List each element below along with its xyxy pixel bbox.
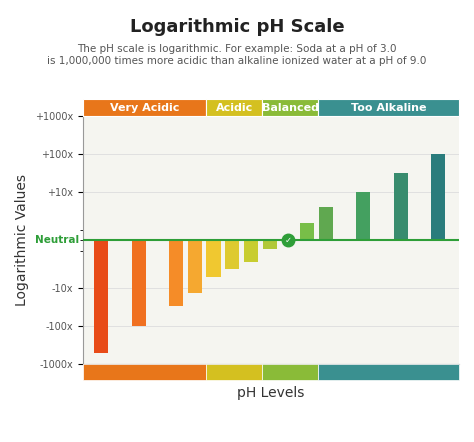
Bar — [300, 223, 314, 240]
Bar — [169, 240, 183, 306]
Bar — [206, 240, 220, 277]
Text: Balanced: Balanced — [262, 103, 319, 113]
Bar — [319, 207, 333, 240]
Bar — [263, 240, 277, 248]
Bar — [188, 240, 202, 293]
Bar — [431, 154, 445, 240]
Bar — [206, 364, 262, 380]
Text: Too Alkaline: Too Alkaline — [351, 103, 427, 113]
Text: Neutral: Neutral — [35, 235, 79, 245]
X-axis label: pH Levels: pH Levels — [237, 386, 304, 400]
Bar — [225, 240, 239, 269]
Text: Acidic: Acidic — [216, 103, 253, 113]
Bar — [82, 364, 206, 380]
Text: Logarithmic pH Scale: Logarithmic pH Scale — [130, 18, 344, 36]
Bar — [82, 99, 206, 116]
Bar — [132, 240, 146, 326]
Bar — [356, 192, 370, 240]
Bar — [262, 364, 318, 380]
Y-axis label: Logarithmic Values: Logarithmic Values — [15, 174, 29, 306]
Text: Very Acidic: Very Acidic — [109, 103, 179, 113]
Bar — [393, 173, 408, 240]
Bar — [318, 99, 459, 116]
Text: ✓: ✓ — [285, 236, 292, 244]
Bar — [318, 364, 459, 380]
Bar — [244, 240, 258, 262]
Bar — [262, 99, 318, 116]
Text: The pH scale is logarithmic. For example: Soda at a pH of 3.0
is 1,000,000 times: The pH scale is logarithmic. For example… — [47, 44, 427, 66]
Bar — [94, 240, 109, 353]
Bar — [206, 99, 262, 116]
